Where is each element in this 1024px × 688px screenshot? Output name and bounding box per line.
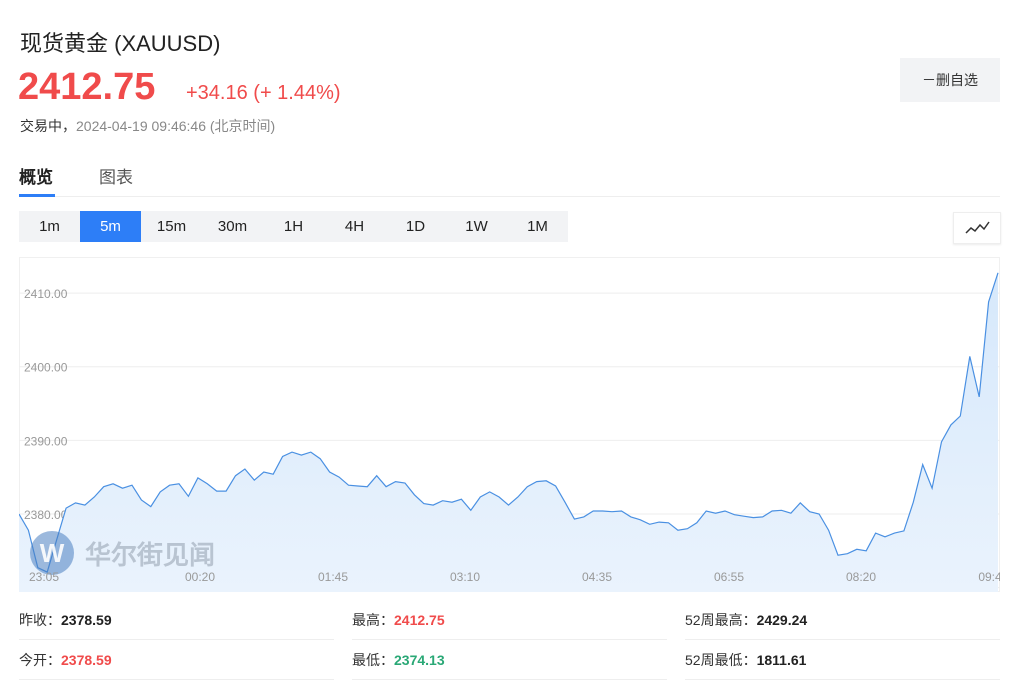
- interval-button[interactable]: 5m: [80, 211, 141, 242]
- stat-label: 最高：: [352, 612, 394, 628]
- title: 现货黄金 (XAUUSD): [20, 31, 221, 56]
- x-tick-label: 00:20: [185, 570, 215, 584]
- x-tick-label: 23:05: [29, 570, 59, 584]
- stat-divider: [19, 639, 334, 640]
- y-tick-label: 2380.00: [24, 508, 68, 522]
- stat-label: 52周最低：: [685, 652, 757, 668]
- stat: 52周最高：2429.24: [685, 610, 807, 630]
- stat: 最高：2412.75: [352, 610, 445, 630]
- x-tick-label: 01:45: [318, 570, 348, 584]
- status-text: 交易中，: [20, 118, 76, 134]
- tab-indicator: [19, 194, 55, 197]
- interval-button[interactable]: 1M: [527, 218, 548, 235]
- stat: 52周最低：1811.61: [685, 650, 806, 670]
- tab[interactable]: 图表: [99, 168, 133, 187]
- stat-value: 2429.24: [756, 612, 808, 628]
- interval-button[interactable]: 1H: [283, 218, 304, 235]
- price-line: [19, 272, 999, 573]
- stat: 昨收：2378.59: [19, 610, 112, 630]
- interval-button[interactable]: 4H: [344, 218, 365, 235]
- stat: 最低：2374.13: [352, 650, 445, 670]
- x-tick-label: 03:10: [450, 570, 480, 584]
- stat: 今开：2378.59: [19, 650, 112, 670]
- stat-label: 52周最高：: [685, 612, 757, 628]
- stat-divider: [19, 679, 334, 680]
- y-tick-label: 2400.00: [24, 361, 68, 375]
- stat-value: 2378.59: [61, 652, 112, 668]
- interval-button[interactable]: 1D: [405, 218, 426, 235]
- status: 交易中，2024-04-19 09:46:46 (北京时间): [20, 116, 275, 136]
- chart: 2370.002380.002390.002400.002410.00W华尔街见…: [19, 257, 1000, 592]
- interval-button[interactable]: 15m: [156, 218, 187, 235]
- line-icon: [965, 221, 990, 234]
- stat-value: 2412.75: [394, 612, 445, 628]
- stat-label: 今开：: [19, 652, 61, 668]
- stat-label: 昨收：: [19, 612, 61, 628]
- interval-bar: 1m 5m 15m 30m 1H 4H 1D 1W 1M: [19, 211, 568, 242]
- x-tick-label: 06:55: [714, 570, 744, 584]
- tab[interactable]: 概览: [19, 168, 53, 187]
- price-change: +34.16 (+ 1.44%): [186, 82, 341, 104]
- watermark-logo-letter: W: [40, 538, 65, 568]
- y-tick-label: 2410.00: [24, 287, 68, 301]
- stat-value: 2378.59: [61, 612, 112, 628]
- stat-divider: [685, 679, 1000, 680]
- area: [19, 272, 998, 592]
- y-tick-label: 2390.00: [24, 434, 68, 448]
- stat-label: 最低：: [352, 652, 394, 668]
- watermark: 华尔街见闻: [85, 540, 215, 570]
- price: 2412.75: [18, 66, 156, 108]
- watermark-logo: [30, 531, 74, 575]
- stat-value: 1811.61: [756, 652, 807, 668]
- x-tick-label: 08:20: [846, 570, 876, 584]
- tab-divider: [19, 196, 1000, 197]
- interval-button[interactable]: 1m: [39, 218, 60, 235]
- stat-value: 2374.13: [394, 652, 445, 668]
- chart-style-button[interactable]: [953, 212, 1001, 244]
- interval-button[interactable]: 1W: [465, 218, 488, 235]
- stat-divider: [352, 679, 667, 680]
- watch-button[interactable]: －删自选: [900, 58, 1000, 102]
- stat-divider: [685, 639, 1000, 640]
- stat-divider: [352, 639, 667, 640]
- x-tick-label: 04:35: [582, 570, 612, 584]
- x-tick-label: 09:4: [978, 570, 1000, 584]
- timestamp: 2024-04-19 09:46:46 (北京时间): [76, 118, 276, 134]
- interval-button[interactable]: 30m: [217, 218, 248, 235]
